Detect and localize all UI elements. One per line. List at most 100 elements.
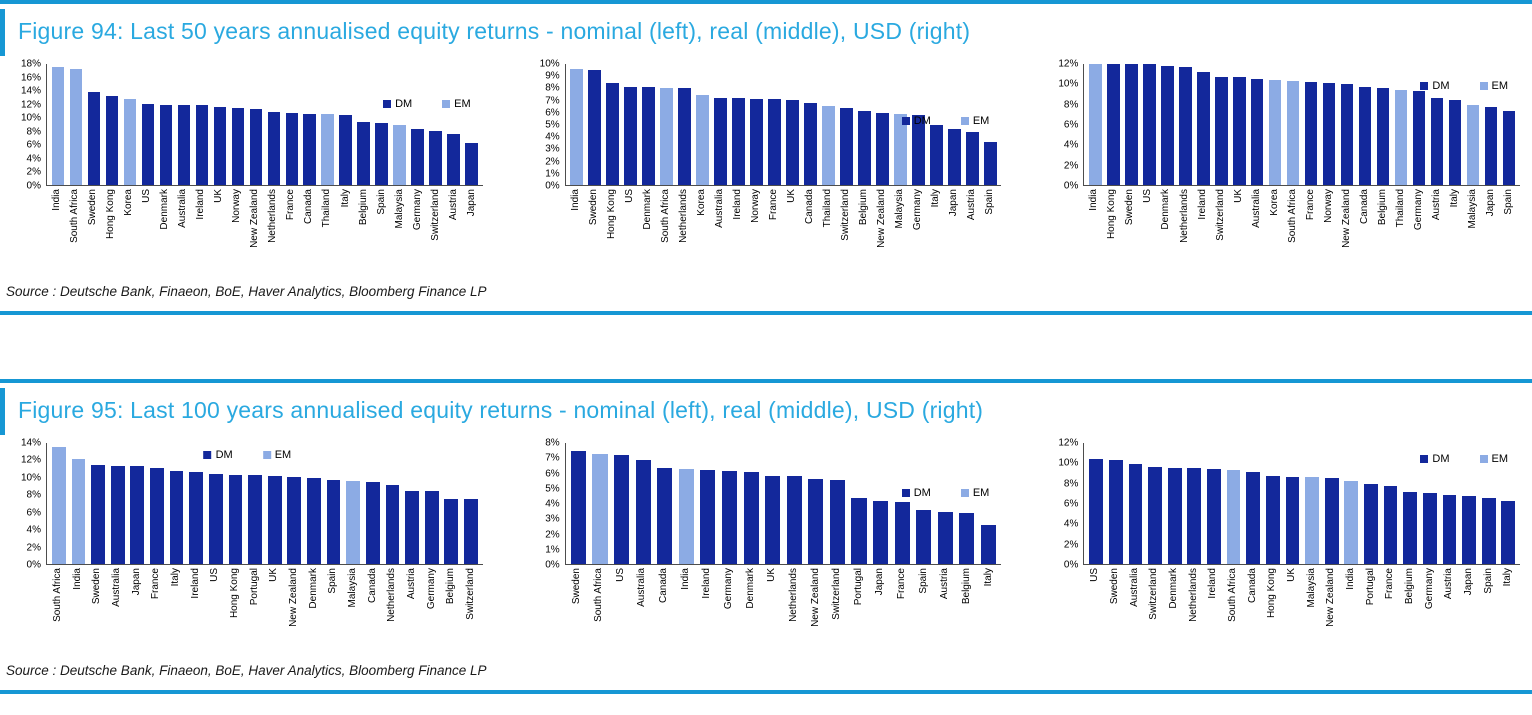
y-tick-label: 4% [1063,139,1079,151]
x-label-slot: Austria [1428,189,1446,220]
x-axis-label: Sweden [87,189,99,226]
y-axis: 12% 10% 8% 6% 4% 2% 0% [1047,438,1083,571]
x-axis-label: India [679,568,691,590]
x-axis-label: Malaysia [894,189,906,229]
y-axis: 12% 10% 8% 6% 4% 2% 0% [1047,59,1083,192]
bar-slot [611,443,633,564]
x-axis-label: Japan [465,189,477,217]
bar-hong-kong [105,96,119,185]
bar-uk [786,99,799,185]
x-label-slot: US [1139,189,1157,203]
bar-slot [103,64,121,185]
bar-belgium [858,111,871,185]
legend-item-em: EM [442,98,471,110]
bar-slot [49,443,69,564]
legend-label: EM [972,114,990,127]
x-label-slot: Switzerland [427,189,445,241]
bar-netherlands [385,484,400,564]
bar-slot [324,443,344,564]
x-axis-label: New Zealand [287,568,299,627]
x-label-slot: Germany [1420,568,1440,609]
bar-slot [568,443,590,564]
x-label-slot: Korea [1266,189,1284,216]
x-axis-label: Sweden [91,568,103,605]
bar-slot [1204,443,1224,564]
x-axis-label: Austria [405,568,417,600]
bar-slot [694,64,712,185]
y-tick-label: 4% [545,498,560,510]
bar-france [1383,485,1398,564]
x-label-slot: South Africa [1223,568,1243,622]
x-axis-label: Belgium [1403,568,1415,605]
x-label-slot: UK [783,189,801,203]
x-axis-label: Japan [130,568,142,596]
legend: DM EM [901,487,989,499]
bar-slot [783,443,805,564]
x-axis-label: Denmark [159,189,171,230]
bar-slot [193,64,211,185]
bar-india [570,68,583,185]
x-axis-label: France [1384,568,1396,600]
x-label-slot: Malaysia [343,568,363,607]
x-axis-label: Norway [1322,189,1334,223]
x-axis-label: France [150,568,162,600]
x-axis-label: Malaysia [1467,189,1479,229]
x-axis-label: Denmark [1160,189,1172,230]
bar-slot [422,443,442,564]
x-label-slot: Switzerland [461,568,481,620]
bar-norway [231,108,245,185]
figure-94-bottom-rule [0,311,1532,315]
bar-italy [980,525,996,564]
x-axis-label: South Africa [1226,568,1238,622]
bar-south-africa [660,88,673,185]
bar-slot [285,443,305,564]
x-axis-label: India [51,189,63,211]
x-axis-label: Austria [1443,568,1455,600]
legend: DM EM [203,449,291,461]
x-axis-label: Netherlands [787,568,799,622]
x-label-slot: Japan [1459,568,1479,595]
y-tick-label: 6% [1063,119,1079,131]
bar-slot [1459,443,1479,564]
bar-uk [213,107,227,185]
bar-ireland [700,470,716,564]
bar-spain [1481,498,1496,564]
bar-slot [67,64,85,185]
x-axis-label: Ireland [701,568,713,599]
x-label-slot: Hong Kong [1103,189,1121,239]
bar-austria [966,132,979,185]
x-axis-label: Spain [327,568,339,594]
x-label-slot: Australia [711,189,729,228]
legend-item-dm: DM [203,449,233,461]
x-axis-label: South Africa [593,568,605,622]
bar-slot [848,443,870,564]
x-axis-label: Malaysia [346,568,358,608]
bar-slot [654,443,676,564]
legend: DM EM [901,114,990,127]
bar-south-africa [592,453,608,564]
y-tick-label: 10% [1058,78,1079,90]
bar-new-zealand [1324,477,1339,564]
x-axis-label: Austria [447,189,459,221]
bar-austria [1442,494,1457,564]
x-label-slot: Australia [107,568,127,607]
bar-japan [1462,495,1476,564]
legend-label: DM [913,114,931,127]
x-axis-label: Canada [658,568,670,604]
y-tick-label: 0% [26,180,41,192]
x-axis-label: Ireland [195,189,207,220]
x-axis-label: Hong Kong [105,189,117,240]
x-label-slot: Japan [1482,189,1500,216]
bar-netherlands [786,476,802,564]
bar-slot [935,443,957,564]
x-axis-label: South Africa [69,189,81,243]
bar-sweden [570,451,586,564]
bar-slot [978,443,1000,564]
x-label-slot: Sweden [1105,568,1125,604]
x-label-slot: Sweden [84,189,102,225]
bar-slot [139,64,157,185]
x-axis-label: New Zealand [1340,189,1352,248]
plot-area: DM EM [564,64,1002,186]
y-tick-label: 2% [545,529,560,540]
x-label-slot: Austria [935,568,957,599]
